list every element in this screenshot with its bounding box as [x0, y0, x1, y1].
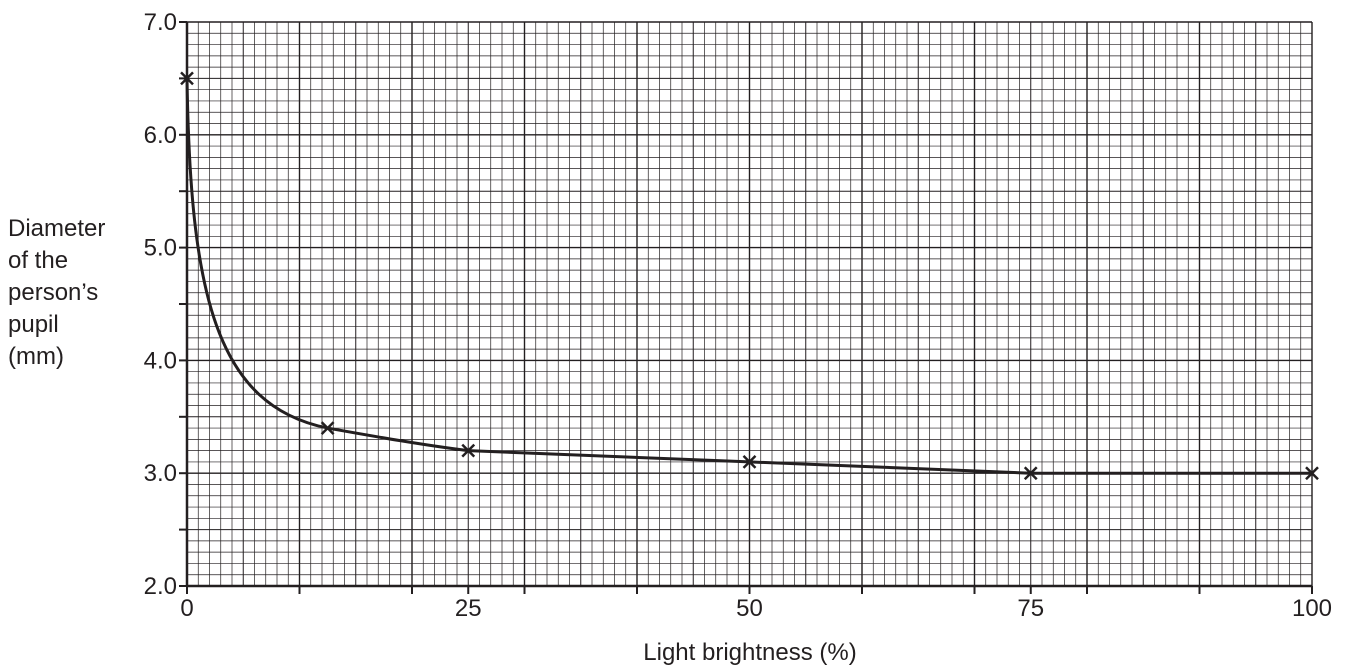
marker-stroke — [180, 71, 194, 86]
data-point-marker — [180, 71, 194, 86]
y-axis-label-line: person’s — [8, 279, 99, 306]
y-tick-label: 7.0 — [144, 9, 177, 36]
series-layer — [180, 71, 1319, 481]
x-tick-label: 100 — [1292, 595, 1332, 622]
y-tick-label: 3.0 — [144, 460, 177, 487]
y-axis-label-line: pupil — [8, 311, 59, 338]
y-axis-label-line: Diameter — [8, 215, 106, 242]
y-tick-label: 4.0 — [144, 347, 177, 374]
y-tick-label: 6.0 — [144, 122, 177, 149]
y-tick-label: 5.0 — [144, 235, 177, 262]
y-axis-label-line: (mm) — [8, 343, 64, 370]
marker-stroke — [1023, 466, 1038, 481]
marker-stroke — [1305, 466, 1319, 481]
y-tick-label: 2.0 — [144, 573, 177, 600]
y-axis-label-line: of the — [8, 247, 69, 274]
data-point-marker — [1023, 466, 1038, 481]
x-tick-label: 0 — [180, 595, 193, 622]
x-tick-label: 75 — [1017, 595, 1044, 622]
data-point-marker — [320, 421, 335, 435]
x-tick-label: 50 — [736, 595, 763, 622]
marker-stroke — [461, 443, 476, 458]
grid — [186, 21, 1313, 587]
x-axis-label: Light brightness (%) — [643, 639, 856, 666]
marker-stroke — [742, 455, 757, 469]
axes — [179, 21, 1313, 594]
data-point-marker — [1305, 466, 1319, 481]
x-tick-label: 25 — [455, 595, 482, 622]
data-point-marker — [742, 455, 757, 469]
series-line — [185, 76, 1314, 475]
y-axis-label: Diameter of the person’s pupil (mm) — [8, 213, 105, 373]
tick-labels: 2.0 3.0 4.0 5.0 6.0 7.0 0 25 50 75 100 — [144, 9, 1332, 622]
marker-stroke — [320, 421, 335, 435]
data-point-marker — [461, 443, 476, 458]
